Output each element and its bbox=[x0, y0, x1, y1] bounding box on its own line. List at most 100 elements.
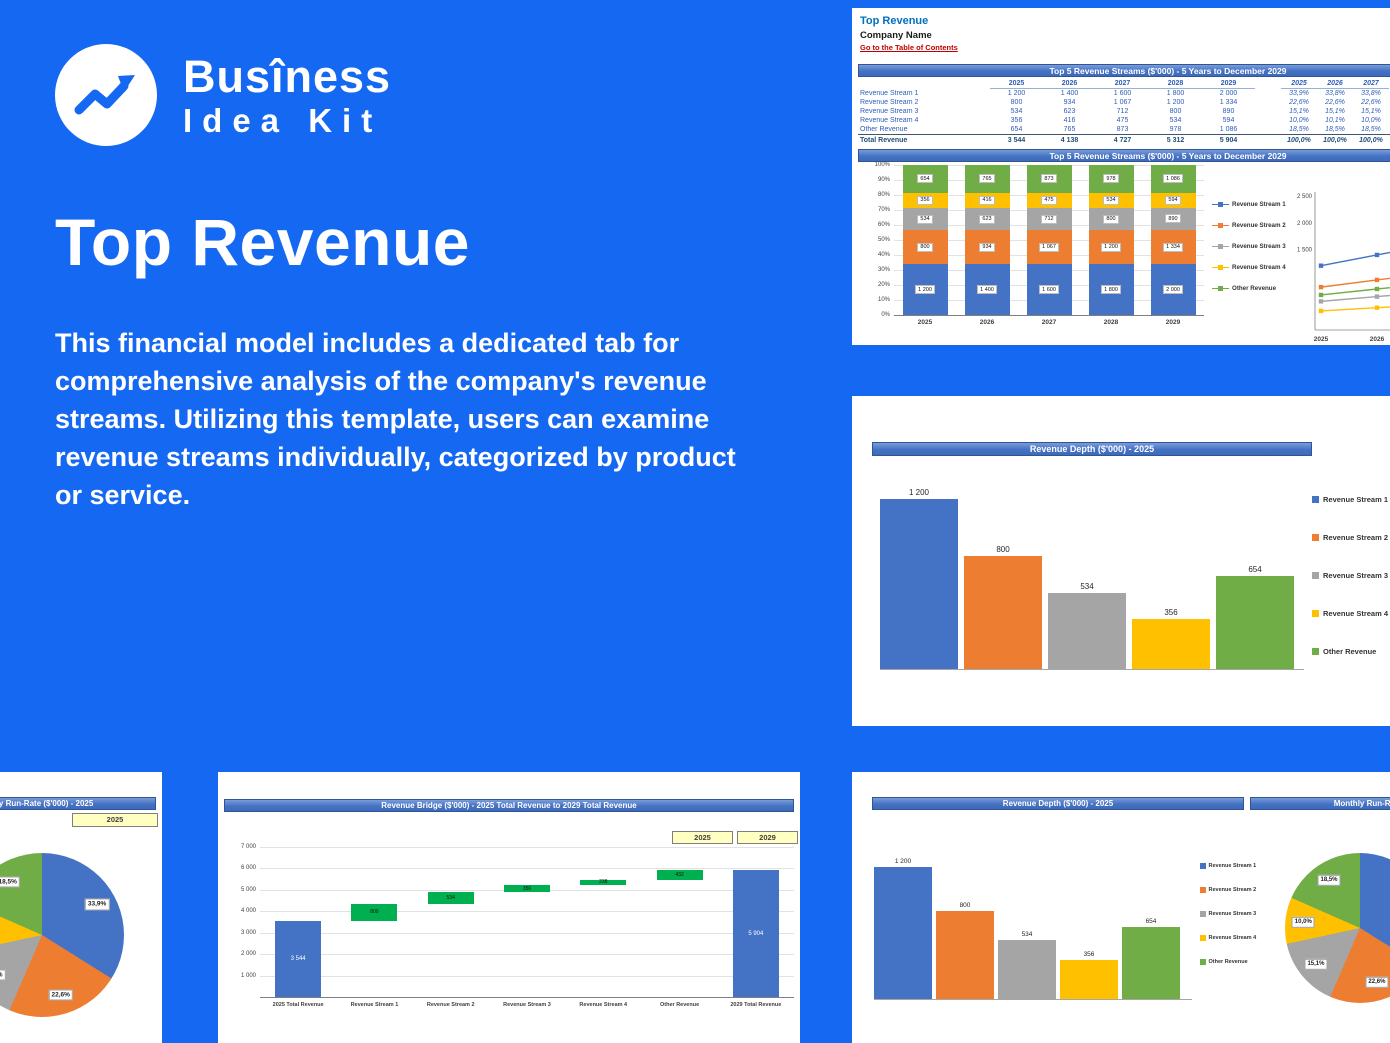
waterfall-bar: 800 bbox=[351, 903, 398, 922]
brand: Busîness Idea Kit bbox=[55, 44, 760, 146]
segment-value-label: 475 bbox=[1041, 195, 1057, 205]
bar bbox=[1060, 959, 1118, 999]
bar-chart: 1 200 800 534 356 654 bbox=[874, 846, 1192, 1000]
bar bbox=[1122, 927, 1180, 999]
stacked-bar: 1 800 1 200 800 534 978 bbox=[1088, 165, 1134, 315]
y-axis-label: 7 000 bbox=[240, 844, 256, 850]
segment-value-label: 416 bbox=[979, 195, 995, 205]
bar-column: 356 bbox=[1060, 951, 1118, 999]
bar-value-label: 356 bbox=[1164, 607, 1178, 617]
row-label: Revenue Stream 4 bbox=[860, 117, 919, 124]
value-cell: 712 bbox=[1116, 108, 1129, 115]
chart-legend: Revenue Stream 1 Revenue Stream 2 Revenue … bbox=[1212, 194, 1286, 299]
legend-item: Revenue Stream 4 bbox=[1312, 594, 1388, 632]
pct-year-header: 2027 bbox=[1353, 79, 1389, 89]
brand-line1: Busîness bbox=[183, 50, 392, 102]
total-label: Total Revenue bbox=[860, 136, 908, 144]
total-value-cell: 5 904 bbox=[1219, 136, 1238, 144]
x-axis-label: 2029 Total Revenue bbox=[730, 1002, 782, 1008]
pie-chart-container: 33,9%22,6%15,1%10,0%18,5% bbox=[1285, 853, 1390, 1005]
segment-value-label: 356 bbox=[917, 195, 933, 205]
value-cell: 800 bbox=[1169, 108, 1182, 115]
x-axis-label: 2027 bbox=[1041, 319, 1057, 326]
y-axis-label: 4 000 bbox=[240, 908, 256, 915]
bar-segment: 1 200 bbox=[902, 264, 948, 315]
sheet-tab-title: Top Revenue bbox=[860, 15, 929, 27]
segment-value-label: 873 bbox=[1041, 174, 1057, 184]
year-to-selector[interactable]: 2029 bbox=[737, 831, 798, 844]
legend-marker bbox=[1312, 495, 1319, 503]
legend-label: Revenue Stream 4 bbox=[1232, 264, 1286, 271]
bar-value-label: 800 bbox=[996, 544, 1010, 554]
pct-cell: 22,6% bbox=[1289, 99, 1309, 106]
stacked-bar: 1 600 1 067 712 475 873 bbox=[1026, 165, 1072, 315]
legend-label: Revenue Stream 1 bbox=[1232, 201, 1286, 208]
value-cell: 2 000 bbox=[1219, 90, 1238, 97]
bar-segment: 1 086 bbox=[1150, 165, 1196, 193]
value-cell: 1 200 bbox=[1007, 90, 1026, 97]
row-label: Revenue Stream 2 bbox=[860, 99, 919, 106]
bar-value-label: 1 200 bbox=[908, 488, 930, 497]
bar-segment: 1 600 bbox=[1026, 264, 1072, 315]
table-row: Revenue Stream 3 534 623 712 800 890 15,1% 15,1… bbox=[858, 107, 1390, 116]
total-value-cell: 3 544 bbox=[1007, 136, 1026, 144]
pct-cell: 10,1% bbox=[1325, 117, 1345, 124]
pct-cell: 15,1% bbox=[1325, 108, 1345, 115]
y-axis-label: 10% bbox=[877, 297, 890, 303]
year-header: 2028 bbox=[1149, 79, 1202, 89]
x-axis-label: Revenue Stream 2 bbox=[426, 1002, 475, 1008]
legend-item: Revenue Stream 3 bbox=[1200, 902, 1256, 926]
brand-line2: Idea Kit bbox=[183, 101, 383, 139]
segment-value-label: 800 bbox=[917, 242, 933, 252]
legend-marker bbox=[1200, 959, 1206, 965]
segment-value-label: 765 bbox=[979, 174, 995, 184]
bar-value-label: 1 200 bbox=[894, 858, 912, 865]
segment-value-label: 890 bbox=[1165, 214, 1181, 224]
bar bbox=[936, 911, 994, 999]
bar-chart: 1 200 800 534 356 654 bbox=[880, 488, 1304, 670]
bar bbox=[1048, 593, 1126, 669]
legend-point bbox=[1218, 202, 1223, 207]
revenue-table: 2025 2026 2027 2028 2029 2025 2026 2027 Revenue … bbox=[858, 79, 1390, 145]
segment-value-label: 1 800 bbox=[1101, 285, 1121, 295]
value-cell: 654 bbox=[1010, 126, 1023, 133]
legend-item: Other Revenue bbox=[1312, 632, 1388, 670]
legend-item: Revenue Stream 3 bbox=[1312, 556, 1388, 594]
value-cell: 594 bbox=[1222, 117, 1235, 124]
bar bbox=[1216, 576, 1294, 669]
table-total-row: Total Revenue 3 544 4 138 4 727 5 312 5 904 10… bbox=[858, 134, 1390, 145]
x-axis-label: 2025 bbox=[917, 319, 933, 326]
chart-title-bar: Top 5 Revenue Streams ($'000) - 5 Years … bbox=[858, 149, 1390, 162]
pct-cell: 10,0% bbox=[1361, 117, 1381, 124]
legend-item: Revenue Stream 1 bbox=[1212, 194, 1286, 215]
bar bbox=[964, 555, 1042, 669]
legend-label: Other Revenue bbox=[1208, 959, 1248, 965]
svg-text:2025: 2025 bbox=[1314, 336, 1329, 343]
bar-value-label: 5 904 bbox=[748, 930, 764, 937]
legend-item: Revenue Stream 4 bbox=[1200, 926, 1256, 950]
table-of-contents-link[interactable]: Go to the Table of Contents bbox=[860, 43, 958, 52]
bar-column: 800 bbox=[936, 902, 994, 999]
y-axis-label: 70% bbox=[877, 207, 890, 213]
pct-cell: 33,9% bbox=[1289, 90, 1309, 97]
year-header: 2025 bbox=[990, 79, 1043, 89]
legend-marker bbox=[1312, 571, 1319, 579]
bar-column: 534 bbox=[1048, 582, 1126, 669]
legend-item: Revenue Stream 3 bbox=[1212, 236, 1286, 257]
bar-segment: 654 bbox=[902, 165, 948, 193]
year-from-selector[interactable]: 2025 bbox=[672, 831, 733, 844]
value-cell: 1 067 bbox=[1113, 99, 1132, 106]
year-selector[interactable]: 2025 bbox=[72, 813, 158, 827]
segment-value-label: 1 200 bbox=[915, 285, 935, 295]
pie-data-label: 15,1% bbox=[1304, 958, 1328, 970]
y-axis-label: 2 000 bbox=[240, 951, 256, 958]
value-cell: 416 bbox=[1063, 117, 1076, 124]
segment-value-label: 712 bbox=[1041, 214, 1057, 224]
gridline bbox=[260, 847, 794, 848]
bar-segment: 1 067 bbox=[1026, 230, 1072, 265]
y-axis-label: 20% bbox=[877, 282, 890, 288]
chart-title-bar: Monthly Run-Rate ($'000) - 2025 bbox=[0, 797, 156, 810]
y-axis-label: 80% bbox=[877, 192, 890, 198]
chart-title-bar: Monthly Run-Rate ($'000) - 2025 bbox=[1250, 797, 1390, 810]
